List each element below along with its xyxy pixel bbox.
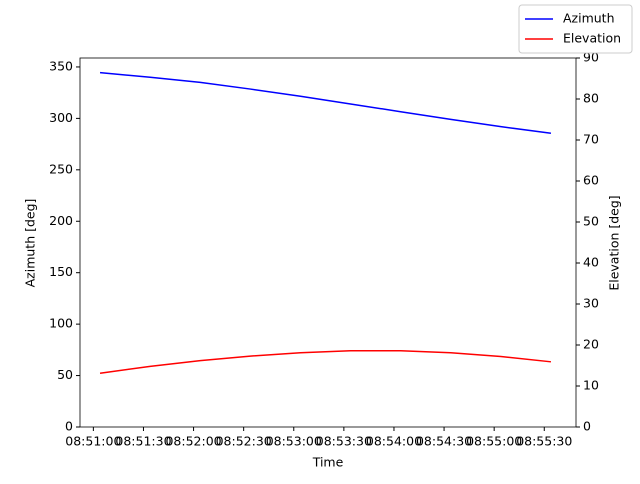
y-tick-label: 350 (49, 58, 73, 73)
series-line (99, 71, 552, 135)
y2-tick-label: 20 (583, 337, 599, 352)
x-tick-label: 08:53:00 (266, 434, 322, 449)
y2-tick-label: 40 (583, 255, 599, 270)
x-tick-label: 08:55:30 (516, 434, 572, 449)
y2-tick-label: 0 (583, 419, 591, 434)
x-tick-label: 08:54:30 (416, 434, 472, 449)
series-line (99, 349, 552, 375)
y2-tick-label: 70 (583, 132, 599, 147)
y2-tick-label: 10 (583, 378, 599, 393)
y-tick-label: 150 (49, 264, 73, 279)
y-tick-label: 200 (49, 213, 73, 228)
x-tick-label: 08:52:00 (165, 434, 221, 449)
y-tick-label: 300 (49, 110, 73, 125)
y2-tick-label: 80 (583, 91, 599, 106)
x-axis-label: Time (312, 455, 344, 470)
x-tick-label: 08:51:00 (65, 434, 121, 449)
y2-tick-label: 30 (583, 296, 599, 311)
x-tick-label: 08:55:00 (466, 434, 522, 449)
legend-label: Elevation (563, 31, 621, 46)
plot-frame (79, 57, 577, 428)
x-tick-label: 08:54:00 (366, 434, 422, 449)
legend-box (518, 4, 633, 54)
y-axis-label: Azimuth [deg] (23, 199, 38, 288)
y-tick-label: 250 (49, 161, 73, 176)
x-tick-label: 08:53:30 (316, 434, 372, 449)
y2-axis-label: Elevation [deg] (607, 195, 622, 290)
y2-tick-label: 50 (583, 214, 599, 229)
y-tick-label: 100 (49, 316, 73, 331)
x-tick-label: 08:51:30 (115, 434, 171, 449)
y-tick-label: 50 (57, 367, 73, 382)
legend-label: Azimuth (563, 11, 615, 26)
y2-tick-label: 60 (583, 173, 599, 188)
x-tick-label: 08:52:30 (216, 434, 272, 449)
y-tick-label: 0 (65, 419, 73, 434)
